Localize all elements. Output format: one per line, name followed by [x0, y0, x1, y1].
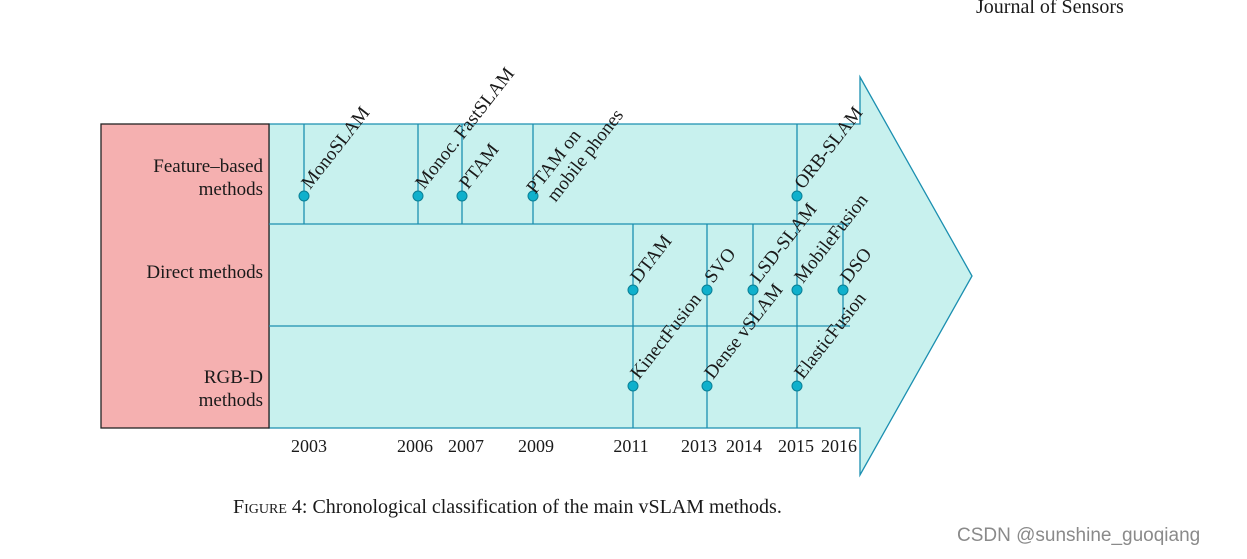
method-dot-1: [298, 190, 310, 202]
method-dot-8: [747, 284, 759, 296]
year-label-2014: 2014: [726, 436, 762, 456]
category-label-1-line-2: methods: [199, 179, 263, 200]
year-label-2006: 2006: [397, 436, 433, 456]
category-label-3-line-1: RGB-D: [204, 367, 263, 388]
method-dot-10: [837, 284, 849, 296]
method-dot-6: [627, 284, 639, 296]
method-dot-13: [791, 380, 803, 392]
year-label-2011: 2011: [613, 436, 648, 456]
method-dot-9: [791, 284, 803, 296]
method-dot-2: [412, 190, 424, 202]
method-dot-12: [701, 380, 713, 392]
method-dot-11: [627, 380, 639, 392]
category-label-1-line-1: Feature–based: [153, 156, 263, 177]
method-dot-3: [456, 190, 468, 202]
figure-caption: Figure 4: Chronological classification o…: [233, 496, 782, 519]
method-dot-5: [791, 190, 803, 202]
year-label-2009: 2009: [518, 436, 554, 456]
caption-text: Chronological classification of the main…: [307, 496, 782, 518]
year-label-2013: 2013: [681, 436, 717, 456]
category-column: [100, 123, 270, 429]
figure-number: Figure 4:: [233, 496, 308, 518]
year-label-2015: 2015: [778, 436, 814, 456]
year-label-2003: 2003: [291, 436, 327, 456]
csdn-watermark: CSDN @sunshine_guoqiang: [957, 525, 1201, 546]
category-label-3-line-2: methods: [199, 390, 263, 411]
timeline-arrow: [268, 74, 973, 478]
year-label-2016: 2016: [821, 436, 857, 456]
journal-name: Journal of Sensors: [976, 0, 1124, 18]
method-dot-4: [527, 190, 539, 202]
method-dot-7: [701, 284, 713, 296]
year-label-2007: 2007: [448, 436, 484, 456]
category-label-2-line-1: Direct methods: [146, 262, 263, 283]
